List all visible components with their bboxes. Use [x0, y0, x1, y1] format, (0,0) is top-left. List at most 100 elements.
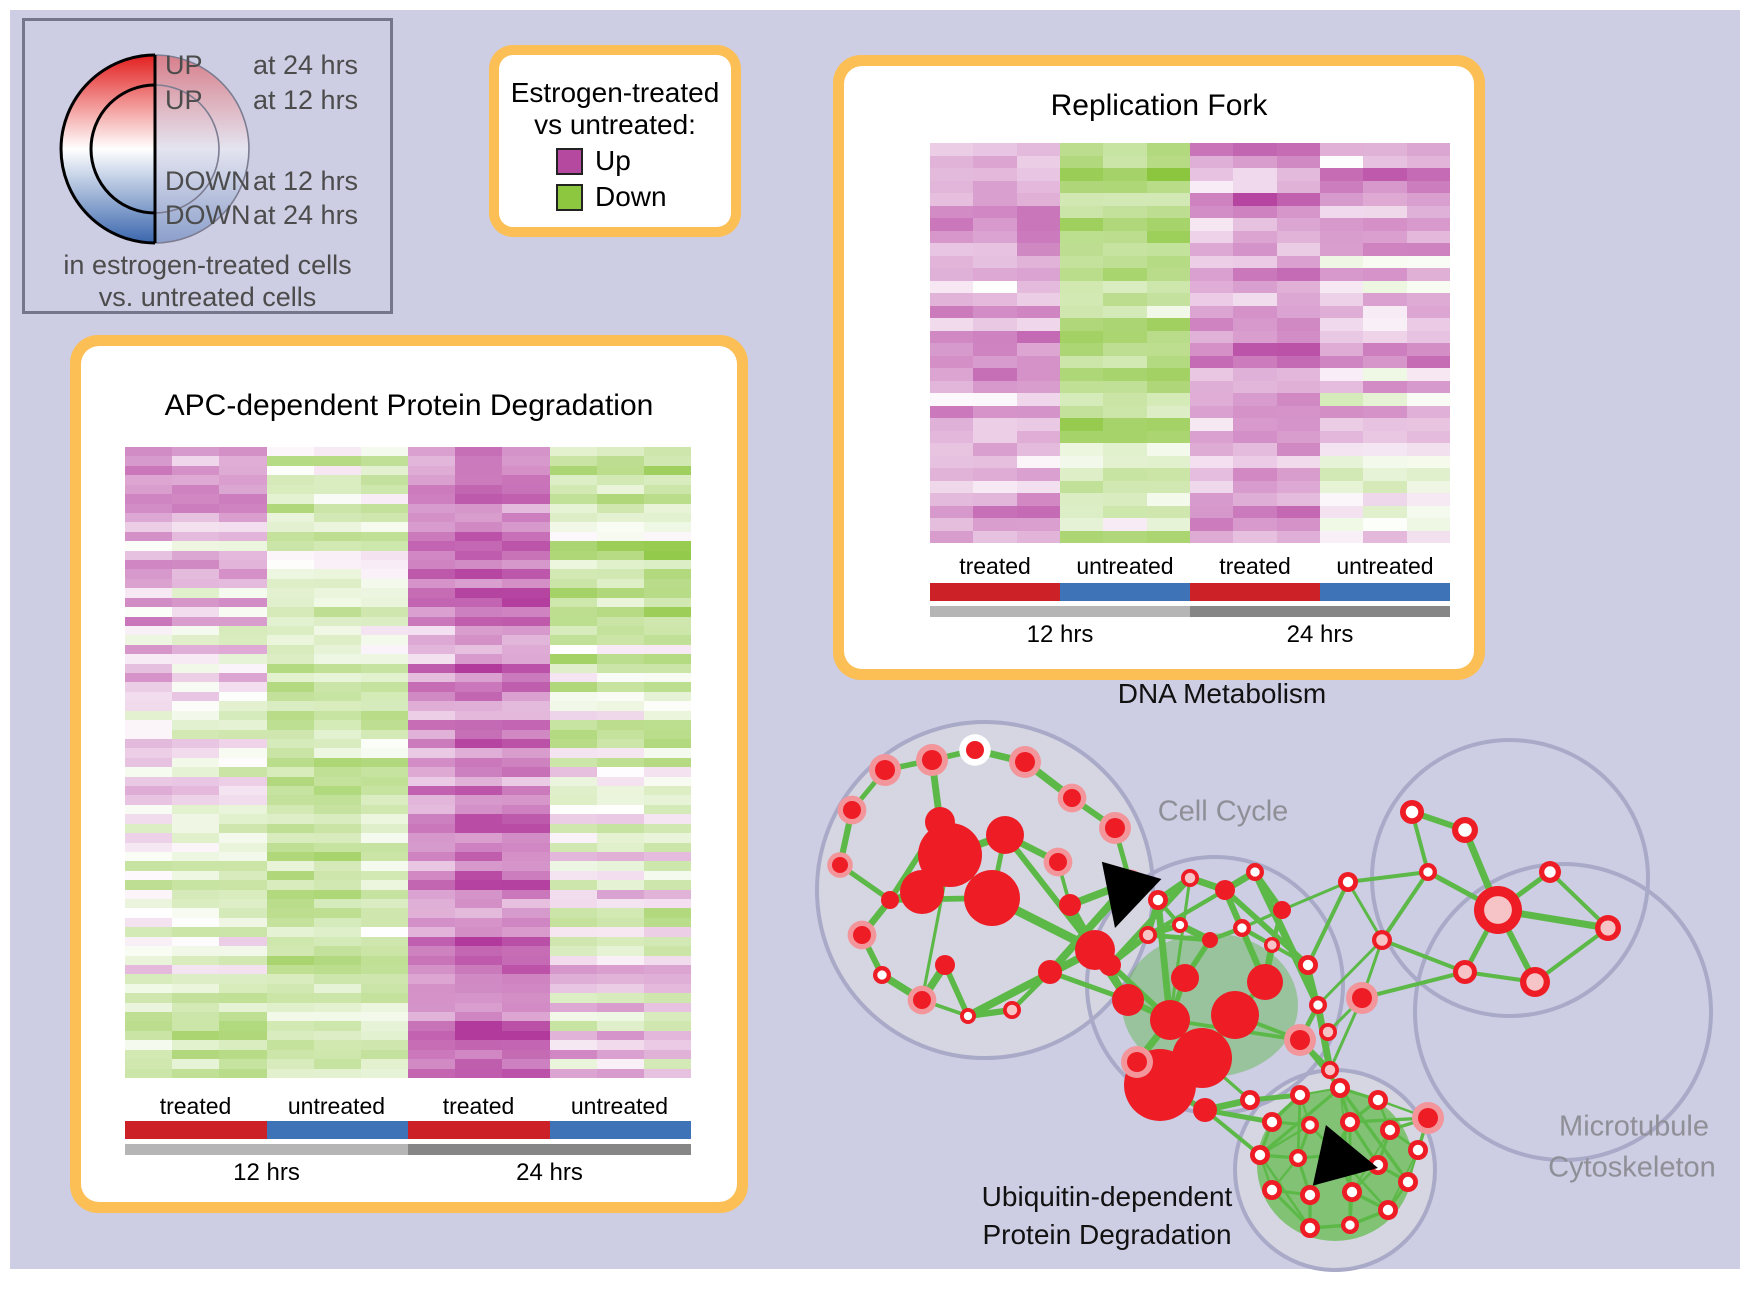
network-edge	[1376, 1129, 1392, 1166]
ring-row-up-24: UP at 24 hrs	[25, 50, 390, 82]
heatmap-cell	[172, 861, 220, 871]
network-node-dna	[869, 754, 901, 786]
heatmap-cell	[1189, 205, 1234, 218]
heatmap-cell	[408, 1002, 456, 1013]
heatmap-cell	[408, 691, 456, 702]
heatmap-cell	[549, 1049, 597, 1060]
heatmap-cell	[1233, 143, 1277, 156]
heatmap-cell	[1016, 205, 1060, 218]
network-edge	[1240, 926, 1274, 947]
network-edge	[1298, 1038, 1332, 1072]
heatmap-cell	[1146, 243, 1190, 256]
network-node-cell-cycle	[1309, 996, 1327, 1014]
network-node-microtubule	[1338, 872, 1358, 892]
heatmap-cell	[172, 635, 220, 645]
heatmap-cell	[408, 710, 456, 721]
heatmap-cell	[125, 908, 173, 918]
network-node-microtubule	[1372, 930, 1392, 950]
heatmap-cell	[549, 588, 597, 598]
heatmap-cell	[973, 193, 1017, 206]
heatmap-cell	[219, 691, 267, 702]
apc-group-label-2: untreated	[287, 1093, 386, 1119]
heatmap-cell	[643, 654, 691, 664]
heatmap-cell	[973, 380, 1017, 393]
heatmap-cell	[596, 955, 644, 965]
heatmap-cell	[1276, 205, 1320, 218]
heatmap-cell	[172, 588, 220, 598]
heatmap-cell	[596, 512, 644, 523]
heatmap-cell	[313, 880, 361, 890]
heatmap-cell	[219, 447, 267, 457]
heatmap-cell	[1189, 518, 1234, 531]
heatmap-cell	[455, 889, 503, 900]
heatmap-cell	[643, 494, 691, 504]
network-edge	[1336, 1154, 1354, 1193]
rf-group-label-4: untreated	[1336, 553, 1434, 579]
heatmap-cell	[930, 305, 974, 318]
heatmap-cell	[502, 503, 550, 513]
heatmap-cell	[502, 964, 550, 975]
heatmap-cell	[266, 578, 314, 589]
heatmap-cell	[643, 823, 691, 834]
heatmap-cell	[596, 795, 644, 805]
heatmap-cell	[172, 701, 220, 711]
heatmap-cell	[1189, 293, 1234, 306]
heatmap-cell	[1059, 330, 1104, 343]
heatmap-cell	[313, 861, 361, 871]
rf-group-label-3: treated	[1219, 553, 1291, 579]
network-node-ubiquitin	[1384, 1124, 1396, 1136]
heatmap-cell	[1276, 418, 1320, 431]
heatmap-cell	[408, 560, 456, 570]
heatmap-cell	[266, 484, 314, 495]
network-edge	[1347, 870, 1429, 884]
heatmap-cell	[172, 1030, 220, 1041]
heatmap-cell	[1363, 305, 1407, 318]
network-edge	[860, 898, 892, 937]
heatmap-cell	[1189, 180, 1234, 193]
network-edge	[1328, 997, 1364, 1071]
heatmap-cell	[455, 531, 503, 542]
heatmap-cell	[1233, 455, 1277, 468]
heatmap-cell	[1319, 180, 1364, 193]
heatmap-cell	[1189, 343, 1234, 356]
network-edge	[1349, 1208, 1389, 1227]
heatmap-cell	[219, 917, 267, 928]
heatmap-cell	[930, 368, 974, 381]
heatmap-cell	[1146, 330, 1190, 343]
heatmap-cell	[1363, 193, 1407, 206]
heatmap-cell	[172, 927, 220, 937]
heatmap-cell	[219, 870, 267, 881]
heatmap-cell	[1363, 318, 1407, 331]
heatmap-cell	[1233, 305, 1277, 318]
heatmap-cell	[643, 964, 691, 975]
heatmap-cell	[125, 673, 173, 683]
network-node-ubiquitin	[1328, 1145, 1348, 1165]
network-node-dna	[843, 801, 861, 819]
rf-time-label-24: 24 hrs	[1286, 621, 1354, 648]
heatmap-cell	[1319, 230, 1364, 243]
network-node-ubiquitin	[1346, 1186, 1358, 1198]
heatmap-cell	[1276, 218, 1320, 231]
heatmap-cell	[266, 654, 314, 664]
heatmap-cell	[643, 710, 691, 721]
heatmap-cell	[360, 823, 408, 834]
heatmap-cell	[643, 861, 691, 871]
heatmap-cell	[549, 899, 597, 909]
heatmap-cell	[1406, 218, 1450, 231]
heatmap-cell	[1233, 343, 1277, 356]
heatmap-cell	[313, 917, 361, 928]
heatmap-cell	[360, 635, 408, 645]
heatmap-cell	[125, 1030, 173, 1041]
heatmap-cell	[1363, 418, 1407, 431]
heatmap-cell	[125, 851, 173, 862]
heatmap-cell	[1016, 480, 1060, 493]
network-edge	[1204, 1107, 1273, 1125]
heatmap-cell	[1406, 530, 1450, 543]
heatmap-cell	[1363, 518, 1407, 531]
heatmap-cell	[125, 757, 173, 768]
network-node-cell-cycle	[1324, 1064, 1336, 1076]
heatmap-cell	[973, 505, 1017, 518]
network-edge	[1298, 1038, 1342, 1090]
heatmap-cell	[1059, 518, 1104, 531]
heatmap-cell	[408, 588, 456, 598]
